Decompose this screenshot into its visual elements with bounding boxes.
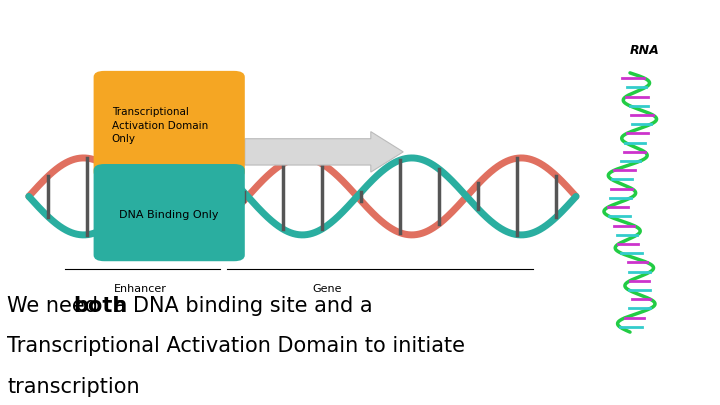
Text: DNA Binding Only: DNA Binding Only	[120, 210, 219, 220]
Text: both: both	[73, 296, 127, 316]
Text: Transcriptional Activation Domain to initiate: Transcriptional Activation Domain to ini…	[7, 336, 465, 356]
Text: Enhancer: Enhancer	[114, 284, 167, 294]
FancyBboxPatch shape	[94, 71, 245, 178]
Text: RNA: RNA	[629, 44, 660, 57]
Text: We need: We need	[7, 296, 105, 316]
Text: a DNA binding site and a: a DNA binding site and a	[107, 296, 372, 316]
Polygon shape	[245, 132, 403, 172]
Text: transcription: transcription	[7, 377, 140, 397]
Text: Transcriptional
Activation Domain
Only: Transcriptional Activation Domain Only	[112, 107, 208, 144]
Text: Gene: Gene	[313, 284, 342, 294]
FancyBboxPatch shape	[94, 164, 245, 261]
